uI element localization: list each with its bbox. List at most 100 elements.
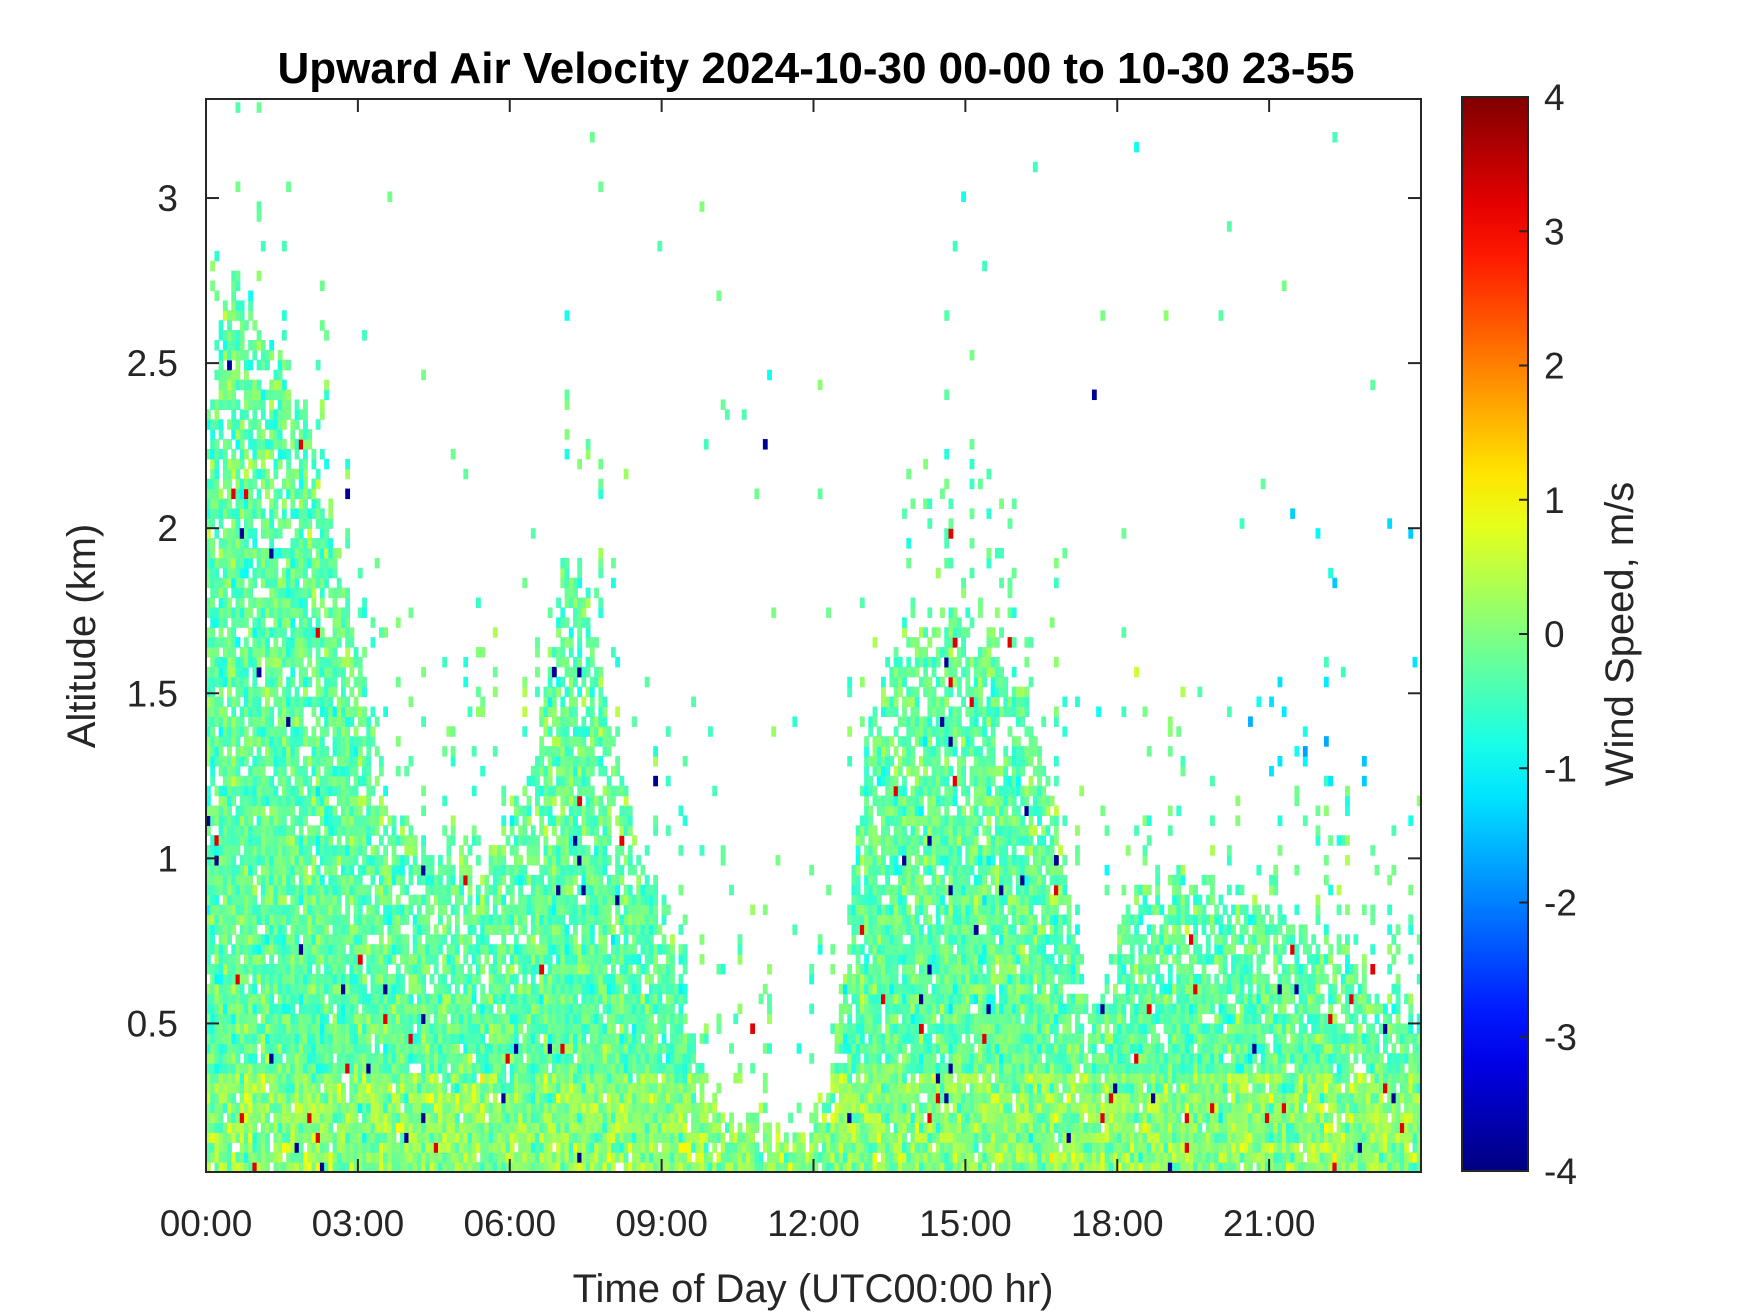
heatmap-cell xyxy=(429,993,435,1005)
heatmap-cell xyxy=(235,904,241,916)
heatmap-cell xyxy=(290,1142,296,1153)
heatmap-cell xyxy=(484,894,490,906)
heatmap-cell xyxy=(277,458,283,470)
heatmap-cell xyxy=(311,874,317,886)
heatmap-cell xyxy=(425,1013,431,1025)
heatmap-cell xyxy=(492,964,498,975)
heatmap-cell xyxy=(366,864,372,876)
heatmap-cell xyxy=(446,864,452,876)
heatmap-cell xyxy=(606,815,612,826)
heatmap-cell xyxy=(463,934,469,945)
heatmap-cell xyxy=(564,1003,570,1015)
heatmap-cell xyxy=(294,448,300,460)
heatmap-cell xyxy=(433,1003,439,1015)
heatmap-cell xyxy=(602,983,608,995)
heatmap-cell xyxy=(214,1152,220,1163)
heatmap-cell xyxy=(324,845,329,856)
heatmap-cell xyxy=(243,637,249,648)
heatmap-cell xyxy=(307,1142,313,1153)
heatmap-cell xyxy=(227,458,232,470)
heatmap-cell xyxy=(526,1112,532,1124)
heatmap-cell xyxy=(214,964,220,975)
heatmap-cell xyxy=(484,1072,490,1084)
heatmap-cell xyxy=(235,587,241,599)
heatmap-cell xyxy=(218,993,224,1005)
heatmap-cell xyxy=(526,845,532,856)
heatmap-cell xyxy=(294,627,300,638)
heatmap-cell xyxy=(577,805,583,817)
heatmap-cell xyxy=(286,785,291,797)
heatmap-cell xyxy=(450,944,456,955)
heatmap-cell xyxy=(206,874,211,886)
heatmap-cell xyxy=(252,478,258,490)
heatmap-cell xyxy=(281,607,287,618)
heatmap-cell xyxy=(252,448,258,460)
heatmap-cell xyxy=(260,557,266,569)
heatmap-cell xyxy=(530,835,536,846)
heatmap-cell xyxy=(248,894,254,906)
heatmap-cell xyxy=(210,904,216,916)
heatmap-cell xyxy=(488,864,494,876)
heatmap-cell xyxy=(311,1142,317,1153)
heatmap-cell xyxy=(589,884,595,896)
heatmap-cell xyxy=(222,1072,228,1084)
heatmap-cell xyxy=(277,389,283,401)
heatmap-cell xyxy=(235,696,241,708)
heatmap-cell xyxy=(442,656,448,668)
heatmap-cell xyxy=(412,1152,418,1163)
heatmap-cell xyxy=(286,1142,291,1153)
heatmap-cell xyxy=(416,973,422,985)
heatmap-cell xyxy=(273,419,279,430)
heatmap-cell xyxy=(438,864,443,876)
heatmap-cell xyxy=(298,1082,304,1094)
heatmap-cell xyxy=(653,1053,659,1064)
heatmap-cell xyxy=(218,597,224,609)
heatmap-cell xyxy=(404,904,410,916)
heatmap-cell xyxy=(227,528,232,539)
heatmap-cell xyxy=(539,716,545,727)
heatmap-cell xyxy=(345,1152,351,1163)
heatmap-cell xyxy=(484,1162,490,1173)
heatmap-cell xyxy=(349,973,355,985)
heatmap-cell xyxy=(286,835,291,846)
heatmap-cell xyxy=(210,1053,216,1064)
heatmap-cell xyxy=(265,785,270,797)
heatmap-cell xyxy=(450,884,456,896)
heatmap-cell xyxy=(378,1112,384,1124)
heatmap-cell xyxy=(260,993,266,1005)
heatmap-cell xyxy=(214,1023,220,1034)
heatmap-cell xyxy=(467,884,473,896)
heatmap-cell xyxy=(311,557,317,569)
heatmap-cell xyxy=(235,815,241,826)
heatmap-cell xyxy=(577,1102,583,1114)
heatmap-cell xyxy=(391,973,397,985)
heatmap-cell xyxy=(303,419,308,430)
heatmap-cell xyxy=(530,1152,536,1163)
heatmap-cell xyxy=(623,1092,629,1104)
heatmap-cell xyxy=(463,1043,469,1054)
heatmap-cell xyxy=(252,726,258,737)
heatmap-cell xyxy=(501,944,507,955)
heatmap-cell xyxy=(581,1092,587,1104)
heatmap-cell xyxy=(260,399,266,410)
heatmap-cell xyxy=(248,785,254,797)
heatmap-cell xyxy=(416,1152,422,1163)
heatmap-cell xyxy=(547,1162,553,1173)
heatmap-cell xyxy=(501,894,507,906)
heatmap-cell xyxy=(298,538,304,549)
heatmap-cell xyxy=(231,1102,237,1114)
heatmap-cell xyxy=(378,1013,384,1025)
heatmap-cell xyxy=(547,1112,553,1124)
heatmap-cell xyxy=(547,815,553,826)
heatmap-cell xyxy=(243,775,249,787)
heatmap-cell xyxy=(577,1023,583,1034)
heatmap-cell xyxy=(265,1122,270,1133)
heatmap-cell xyxy=(556,1013,561,1025)
heatmap-cell xyxy=(231,1072,237,1084)
heatmap-cell xyxy=(286,1003,291,1015)
heatmap-cell xyxy=(206,498,211,509)
heatmap-cell xyxy=(589,1003,595,1015)
heatmap-cell xyxy=(644,924,650,935)
heatmap-cell xyxy=(619,815,625,826)
heatmap-cell xyxy=(573,617,578,628)
